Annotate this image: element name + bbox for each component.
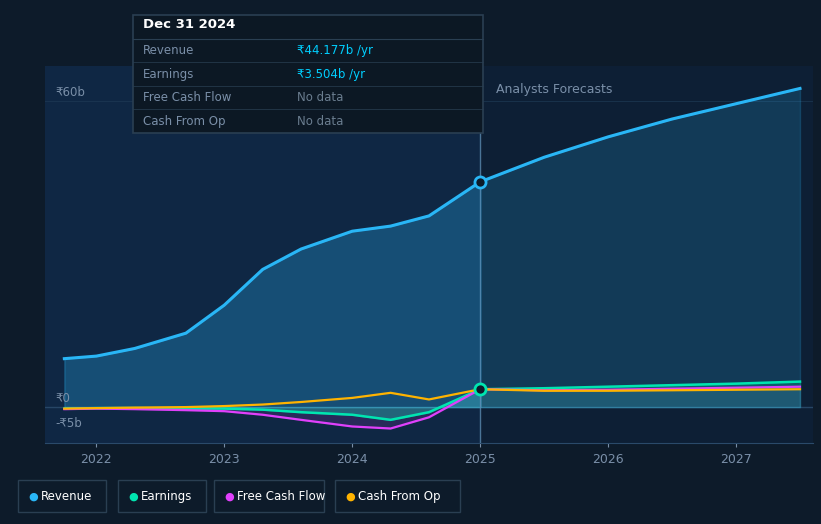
Text: No data: No data xyxy=(297,91,343,104)
Text: Revenue: Revenue xyxy=(143,44,195,57)
Text: Dec 31 2024: Dec 31 2024 xyxy=(143,18,236,30)
Text: Earnings: Earnings xyxy=(141,490,192,503)
Text: ₹0: ₹0 xyxy=(55,391,71,405)
Text: No data: No data xyxy=(297,115,343,128)
Text: ₹44.177b /yr: ₹44.177b /yr xyxy=(297,44,374,57)
Text: ●: ● xyxy=(29,491,39,501)
Text: ●: ● xyxy=(129,491,139,501)
Text: Cash From Op: Cash From Op xyxy=(358,490,441,503)
Text: Earnings: Earnings xyxy=(143,68,195,81)
Text: Free Cash Flow: Free Cash Flow xyxy=(237,490,325,503)
Bar xyxy=(45,66,480,443)
Text: ₹3.504b /yr: ₹3.504b /yr xyxy=(297,68,365,81)
Text: ₹60b: ₹60b xyxy=(55,85,85,99)
Text: Analysts Forecasts: Analysts Forecasts xyxy=(496,83,612,96)
Text: Free Cash Flow: Free Cash Flow xyxy=(143,91,232,104)
Text: ●: ● xyxy=(225,491,235,501)
Text: Cash From Op: Cash From Op xyxy=(143,115,225,128)
Bar xyxy=(480,66,813,443)
Text: Revenue: Revenue xyxy=(41,490,93,503)
Text: ●: ● xyxy=(346,491,355,501)
Text: Past: Past xyxy=(438,83,465,96)
Text: -₹5b: -₹5b xyxy=(55,417,82,430)
